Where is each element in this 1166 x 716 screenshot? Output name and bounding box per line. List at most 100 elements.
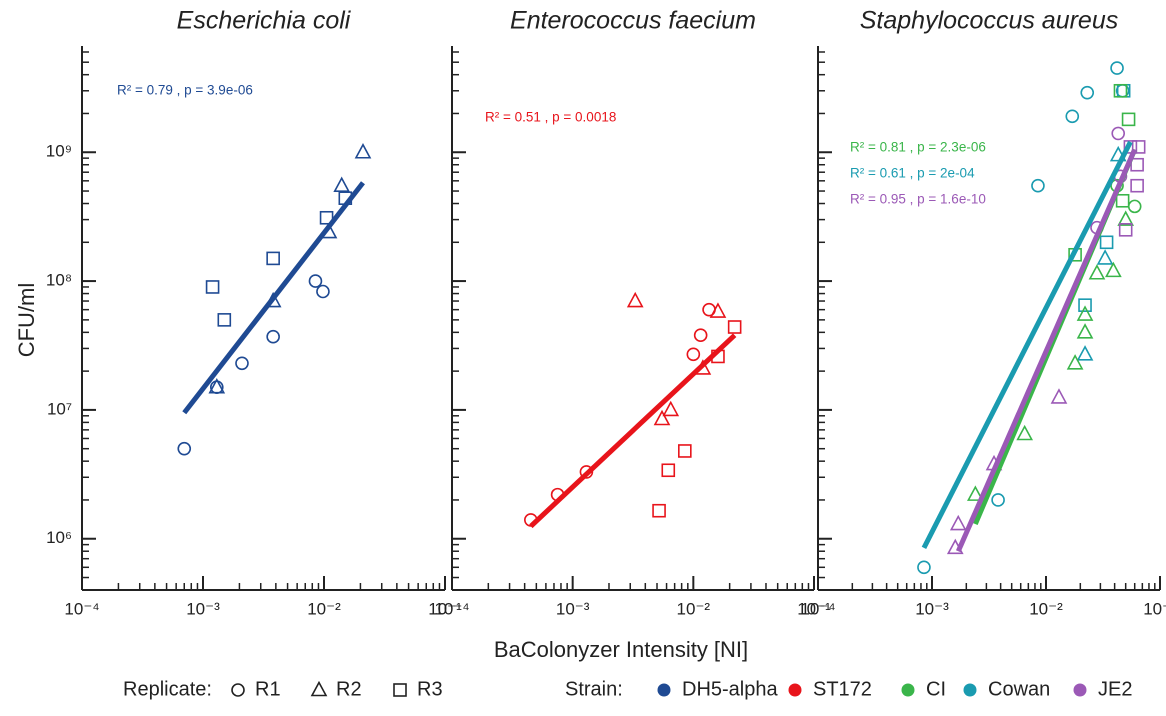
point bbox=[1111, 126, 1126, 141]
legend-label: R1 bbox=[255, 678, 281, 700]
point bbox=[991, 493, 1005, 507]
x-tick-label: 10⁻⁴ bbox=[64, 599, 99, 618]
fit-line bbox=[955, 148, 1137, 553]
point bbox=[686, 347, 701, 362]
x-tick-label: 10⁻⁴ bbox=[434, 599, 469, 618]
x-tick-label: 10⁻¹ bbox=[797, 599, 831, 618]
point bbox=[626, 291, 644, 308]
y-tick-label: 10⁶ bbox=[46, 528, 72, 547]
point bbox=[661, 463, 676, 478]
panel-title: Staphylococcus aureus bbox=[860, 7, 1118, 35]
legend-marker bbox=[901, 683, 915, 697]
legend-label: R3 bbox=[417, 678, 443, 700]
panel-title: Enterococcus faecium bbox=[510, 7, 756, 35]
point bbox=[266, 329, 280, 344]
point bbox=[1076, 323, 1094, 339]
point bbox=[1127, 199, 1142, 214]
point bbox=[1050, 388, 1068, 404]
point bbox=[1105, 261, 1122, 278]
point bbox=[949, 514, 967, 531]
x-tick-label: 10⁻¹ bbox=[428, 599, 462, 618]
point bbox=[1131, 140, 1146, 154]
y-tick-label: 10⁸ bbox=[46, 271, 72, 290]
point bbox=[1123, 140, 1138, 154]
x-tick-label: 10⁻³ bbox=[556, 599, 590, 618]
point bbox=[316, 284, 330, 299]
legend-title: Replicate: bbox=[123, 678, 212, 700]
x-tick-label: 10⁻² bbox=[307, 599, 341, 618]
legend-marker bbox=[231, 683, 245, 697]
point bbox=[1130, 178, 1144, 193]
x-tick-label: 10⁻³ bbox=[186, 599, 220, 618]
legend-label: ST172 bbox=[813, 678, 872, 700]
x-tick-label: 10⁻¹ bbox=[1143, 599, 1166, 618]
legend-title: Strain: bbox=[565, 678, 623, 700]
point bbox=[1099, 235, 1114, 250]
x-tick-label: 10⁻² bbox=[677, 599, 711, 618]
point bbox=[208, 378, 226, 394]
point bbox=[709, 302, 727, 318]
y-tick-label: 10⁹ bbox=[46, 142, 72, 161]
point bbox=[1113, 83, 1128, 98]
point bbox=[319, 210, 334, 225]
point bbox=[217, 313, 232, 327]
fit-annotation: R² = 0.79 , p = 3.9e-06 bbox=[117, 83, 253, 98]
fit-line bbox=[529, 333, 737, 529]
point bbox=[678, 444, 692, 458]
legend-label: R2 bbox=[336, 678, 362, 700]
point bbox=[266, 251, 280, 266]
legend-marker bbox=[788, 683, 802, 697]
x-tick-label: 10⁻² bbox=[1029, 599, 1063, 618]
legend-marker bbox=[1073, 683, 1087, 697]
point bbox=[653, 409, 671, 426]
fit-line bbox=[182, 181, 365, 415]
point bbox=[177, 441, 192, 456]
point bbox=[917, 560, 931, 575]
point bbox=[1096, 249, 1114, 265]
legend-marker bbox=[657, 683, 671, 697]
legend-label: Cowan bbox=[988, 678, 1050, 700]
point bbox=[1088, 264, 1106, 280]
legend-marker bbox=[393, 683, 407, 697]
point bbox=[662, 400, 680, 417]
point bbox=[1076, 345, 1094, 361]
point bbox=[1066, 354, 1084, 370]
legend-label: JE2 bbox=[1098, 678, 1132, 700]
point bbox=[354, 143, 372, 159]
y-axis-label: CFU/ml bbox=[14, 283, 39, 358]
x-axis-label: BaColonyzer Intensity [NI] bbox=[494, 637, 748, 662]
fit-annotation: R² = 0.61 , p = 2e-04 bbox=[850, 166, 975, 181]
fit-line bbox=[921, 140, 1133, 549]
point bbox=[205, 280, 220, 294]
fit-annotation: R² = 0.51 , p = 0.0018 bbox=[485, 110, 616, 125]
point bbox=[1031, 178, 1045, 193]
point bbox=[1110, 61, 1124, 75]
point bbox=[1065, 109, 1080, 124]
point bbox=[1118, 223, 1133, 237]
point bbox=[1115, 193, 1130, 208]
point bbox=[333, 176, 351, 192]
legend-marker bbox=[963, 683, 977, 697]
legend-label: DH5-alpha bbox=[682, 678, 778, 700]
point bbox=[1121, 112, 1136, 127]
point bbox=[652, 503, 666, 518]
point bbox=[235, 356, 249, 371]
point bbox=[1016, 424, 1034, 441]
fit-annotation: R² = 0.95 , p = 1.6e-10 bbox=[850, 192, 986, 207]
point bbox=[1130, 157, 1144, 172]
point bbox=[1117, 210, 1135, 226]
point bbox=[308, 274, 323, 288]
legend-label: CI bbox=[926, 678, 946, 700]
y-tick-label: 10⁷ bbox=[47, 399, 72, 418]
panel-title: Escherichia coli bbox=[177, 7, 352, 35]
fit-annotation: R² = 0.81 , p = 2.3e-06 bbox=[850, 140, 986, 155]
point bbox=[1076, 305, 1094, 321]
x-tick-label: 10⁻³ bbox=[915, 599, 949, 618]
x-tick-label: 10⁻⁴ bbox=[800, 599, 835, 618]
point bbox=[1078, 298, 1092, 312]
point bbox=[693, 328, 708, 343]
point bbox=[967, 485, 984, 501]
point bbox=[1080, 85, 1095, 100]
point bbox=[727, 320, 742, 334]
